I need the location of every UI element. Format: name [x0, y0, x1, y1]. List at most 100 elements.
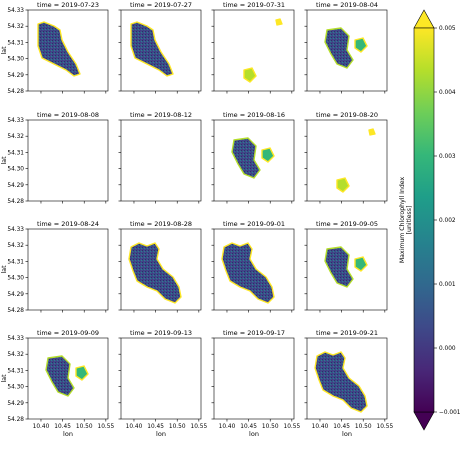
- x-tick-label: 10.40: [312, 424, 329, 430]
- panel-title: time = 2019-07-27: [130, 1, 192, 9]
- panel-title: time = 2019-09-01: [223, 220, 285, 228]
- y-axis-label: lat: [0, 265, 8, 274]
- facet-panel: time = 2019-09-21 10.40 10.45 10.50 10.55 lon: [304, 329, 393, 438]
- panel-frame: [27, 9, 109, 92]
- coverage-patch: [261, 147, 275, 163]
- y-tick-label: 54.31: [7, 368, 24, 374]
- y-tick-label: 54.33: [7, 336, 24, 342]
- panel-title: time = 2019-08-28: [130, 220, 192, 228]
- panel-title: time = 2019-09-13: [130, 329, 192, 337]
- x-tick-label: 10.55: [98, 424, 115, 430]
- x-tick-label: 10.45: [333, 424, 350, 430]
- y-tick-label: 54.28: [7, 89, 24, 95]
- facet-panel: time = 2019-07-23 54.28 54.29 54.30 54.31 54.…: [0, 1, 109, 95]
- y-tick-label: 54.32: [7, 352, 24, 358]
- facet-panel: time = 2019-07-27: [118, 1, 202, 94]
- x-tick-label: 10.40: [33, 424, 50, 430]
- colorbar: −0.001 0.000 0.001 0.002 0.003 0.004 0.005 Maxi…: [399, 9, 461, 431]
- facet-panel: time = 2019-09-09 54.28 54.29 54.30 54.31 54.…: [0, 329, 114, 438]
- coverage-patch: [128, 242, 182, 304]
- y-tick-label: 54.29: [7, 401, 24, 407]
- colorbar-tick-label: −0.001: [439, 410, 461, 416]
- panel-frame: [120, 119, 202, 202]
- y-tick-label: 54.33: [7, 8, 24, 14]
- y-tick-label: 54.30: [7, 57, 24, 63]
- colorbar-tick-label: 0.005: [439, 26, 456, 32]
- panel-frame: [306, 119, 388, 202]
- panel-title: time = 2019-08-04: [316, 1, 378, 9]
- colorbar-tick-label: 0.001: [439, 282, 456, 288]
- facet-panel: time = 2019-08-12: [118, 111, 202, 204]
- panel-frame: [213, 228, 295, 311]
- y-tick-label: 54.32: [7, 134, 24, 140]
- panel-title: time = 2019-08-12: [130, 111, 192, 119]
- panel-frame: [27, 119, 109, 202]
- y-tick-label: 54.32: [7, 243, 24, 249]
- facet-panel: time = 2019-09-13 10.40 10.45 10.50 10.55 lon: [118, 329, 208, 438]
- x-tick-label: 10.50: [76, 424, 93, 430]
- y-tick-label: 54.31: [7, 150, 24, 156]
- coverage-patch: [275, 18, 283, 26]
- y-tick-label: 54.30: [7, 385, 24, 391]
- coverage-patch: [336, 177, 350, 193]
- x-tick-label: 10.55: [191, 424, 208, 430]
- y-axis-label: lat: [0, 46, 8, 55]
- panel-frame: [213, 9, 295, 92]
- panel-title: time = 2019-09-17: [223, 329, 285, 337]
- panel-frame: [27, 228, 109, 311]
- coverage-patch: [354, 37, 368, 53]
- panel-title: time = 2019-08-08: [37, 111, 99, 119]
- y-tick-label: 54.29: [7, 73, 24, 79]
- panel-title: time = 2019-07-31: [223, 1, 285, 9]
- coverage-patch: [37, 21, 81, 77]
- colorbar-gradient: [413, 27, 435, 413]
- x-tick-label: 10.45: [240, 424, 257, 430]
- facet-panel: time = 2019-08-20: [304, 111, 388, 204]
- panel-frame: [306, 337, 388, 420]
- y-tick-label: 54.30: [7, 167, 24, 173]
- x-axis-label: lon: [63, 430, 73, 438]
- x-tick-label: 10.45: [54, 424, 71, 430]
- y-axis-label: lat: [0, 374, 8, 383]
- facet-panel: time = 2019-09-17 10.40 10.45 10.50 10.55 lon: [211, 329, 300, 438]
- coverage-patch: [45, 355, 75, 397]
- y-tick-label: 54.29: [7, 183, 24, 189]
- x-axis-label: lon: [249, 430, 259, 438]
- y-tick-label: 54.28: [7, 199, 24, 205]
- panel-title: time = 2019-08-24: [37, 220, 99, 228]
- coverage-patch: [314, 351, 368, 413]
- panel-title: time = 2019-08-16: [223, 111, 285, 119]
- y-tick-label: 54.28: [7, 308, 24, 314]
- colorbar-unit-label: [unitless]: [406, 206, 413, 235]
- panel-frame: [120, 228, 202, 311]
- x-tick-label: 10.50: [169, 424, 186, 430]
- colorbar-tick-label: 0.000: [439, 346, 456, 352]
- x-axis-label: lon: [342, 430, 352, 438]
- panel-frame: [306, 228, 388, 311]
- panel-title: time = 2019-09-09: [37, 329, 99, 337]
- x-axis-label: lon: [156, 430, 166, 438]
- facet-panel: time = 2019-09-05: [304, 220, 388, 313]
- y-tick-label: 54.30: [7, 276, 24, 282]
- coverage-patch: [231, 137, 261, 179]
- facet-panel: time = 2019-09-01: [211, 220, 295, 313]
- x-tick-label: 10.50: [355, 424, 372, 430]
- panel-title: time = 2019-09-05: [316, 220, 378, 228]
- x-tick-label: 10.50: [262, 424, 279, 430]
- coverage-patch: [221, 242, 275, 304]
- y-tick-label: 54.32: [7, 24, 24, 30]
- y-tick-label: 54.31: [7, 40, 24, 46]
- colorbar-tick-label: 0.002: [439, 218, 456, 224]
- y-tick-label: 54.31: [7, 259, 24, 265]
- panel-frame: [213, 337, 295, 420]
- y-tick-label: 54.33: [7, 227, 24, 233]
- x-tick-label: 10.40: [126, 424, 143, 430]
- facet-panel: time = 2019-08-08 54.28 54.29 54.30 54.31 54.…: [0, 111, 109, 205]
- facet-panel: time = 2019-08-16: [211, 111, 295, 204]
- colorbar-extend-top: [413, 9, 435, 29]
- panel-title: time = 2019-09-21: [316, 329, 378, 337]
- coverage-patch: [324, 246, 354, 288]
- colorbar-label: Maximum Chlorophyll Index: [399, 176, 406, 263]
- x-tick-label: 10.40: [219, 424, 236, 430]
